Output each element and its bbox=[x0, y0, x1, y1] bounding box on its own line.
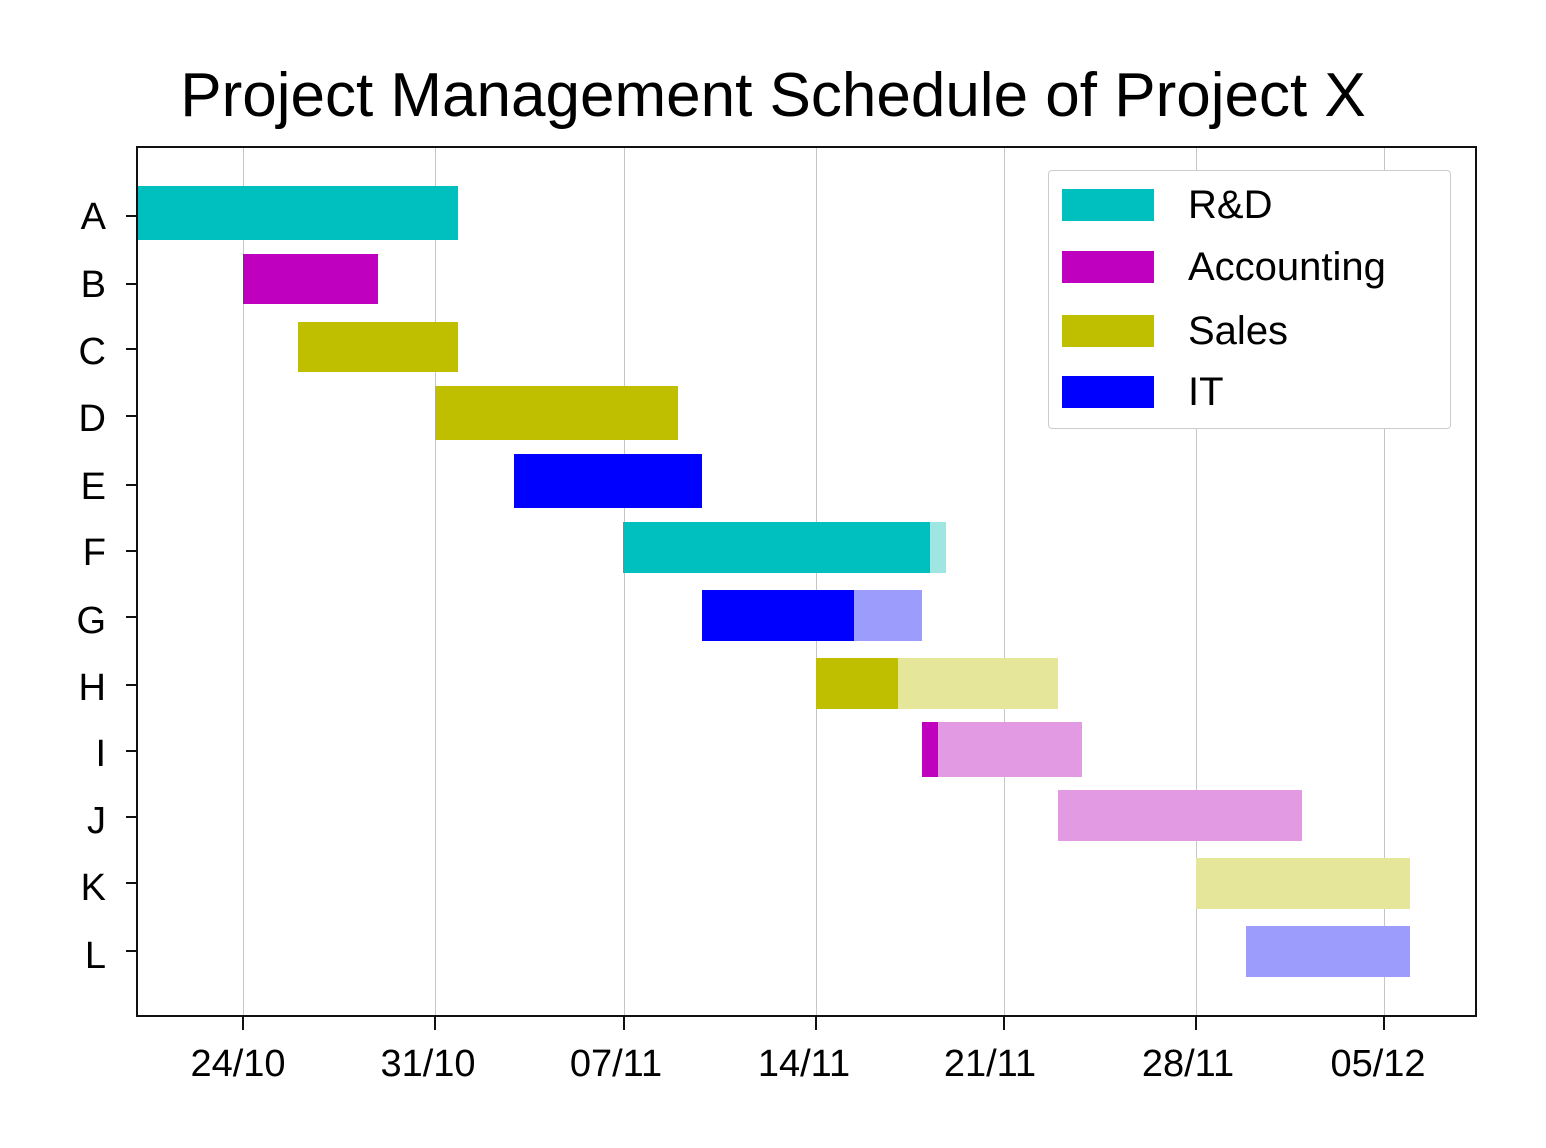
bar-task-g-completed bbox=[702, 590, 854, 641]
bar-task-i-completed bbox=[922, 722, 938, 777]
x-label: 24/10 bbox=[190, 1043, 286, 1085]
bar-task-f-completed bbox=[623, 522, 930, 573]
x-label: 31/10 bbox=[380, 1043, 476, 1085]
y-label-b: B bbox=[80, 264, 106, 306]
y-label-d: D bbox=[78, 398, 106, 440]
x-label: 05/12 bbox=[1330, 1043, 1426, 1085]
y-tick bbox=[126, 550, 136, 552]
gridline bbox=[243, 148, 244, 1015]
y-tick bbox=[126, 684, 136, 686]
legend-label: R&D bbox=[1188, 183, 1273, 227]
y-tick bbox=[126, 616, 136, 618]
y-tick bbox=[126, 283, 136, 285]
bar-task-d bbox=[435, 386, 678, 440]
x-tick bbox=[623, 1016, 625, 1030]
gridline bbox=[1004, 148, 1005, 1015]
legend-label: Sales bbox=[1188, 309, 1289, 353]
bar-task-e bbox=[514, 454, 702, 508]
bar-task-a bbox=[138, 186, 458, 240]
y-tick bbox=[126, 215, 136, 217]
x-label: 14/11 bbox=[757, 1043, 851, 1085]
bar-task-c bbox=[298, 322, 458, 372]
legend-label: Accounting bbox=[1188, 245, 1386, 289]
x-label: 21/11 bbox=[943, 1043, 1037, 1085]
legend: R&D Accounting Sales IT bbox=[1048, 170, 1451, 429]
legend-item-accounting: Accounting bbox=[1062, 245, 1386, 289]
y-label-e: E bbox=[80, 466, 106, 508]
bar-task-k bbox=[1196, 858, 1410, 909]
legend-item-sales: Sales bbox=[1062, 309, 1288, 353]
gridline bbox=[1196, 148, 1197, 1015]
x-tick bbox=[242, 1016, 244, 1030]
y-label-a: A bbox=[80, 196, 106, 238]
chart-title: Project Management Schedule of Project X bbox=[180, 61, 1366, 130]
gridline bbox=[435, 148, 436, 1015]
bar-task-i-remaining bbox=[922, 722, 1082, 777]
x-tick bbox=[1003, 1016, 1005, 1030]
legend-label: IT bbox=[1188, 370, 1224, 414]
legend-swatch bbox=[1062, 189, 1154, 221]
y-label-g: G bbox=[76, 600, 106, 642]
y-label-l: L bbox=[84, 935, 106, 977]
x-tick bbox=[1195, 1016, 1197, 1030]
legend-swatch bbox=[1062, 251, 1154, 283]
y-tick bbox=[126, 415, 136, 417]
legend-swatch bbox=[1062, 315, 1154, 347]
y-tick bbox=[126, 882, 136, 884]
legend-swatch bbox=[1062, 376, 1154, 408]
y-label-j: J bbox=[87, 800, 106, 842]
bar-task-j bbox=[1058, 790, 1302, 841]
x-label: 07/11 bbox=[569, 1043, 663, 1085]
plot-area bbox=[126, 146, 1477, 1017]
y-tick bbox=[126, 950, 136, 952]
x-tick bbox=[434, 1016, 436, 1030]
gridline bbox=[624, 148, 625, 1015]
x-label: 28/11 bbox=[1141, 1043, 1235, 1085]
y-tick bbox=[126, 816, 136, 818]
y-label-i: I bbox=[95, 733, 106, 775]
bar-task-l bbox=[1246, 926, 1410, 977]
x-tick bbox=[815, 1016, 817, 1030]
bar-task-b bbox=[243, 254, 378, 304]
y-tick bbox=[126, 750, 136, 752]
legend-item-it: IT bbox=[1062, 370, 1224, 414]
gridline bbox=[1384, 148, 1385, 1015]
legend-item-rnd: R&D bbox=[1062, 183, 1272, 227]
y-label-f: F bbox=[82, 532, 106, 574]
y-label-k: K bbox=[80, 867, 106, 909]
bar-task-h-completed bbox=[816, 658, 898, 709]
y-label-h: H bbox=[78, 667, 106, 709]
y-tick bbox=[126, 348, 136, 350]
y-tick bbox=[126, 484, 136, 486]
gridline bbox=[816, 148, 817, 1015]
y-label-c: C bbox=[78, 331, 106, 373]
x-tick bbox=[1383, 1016, 1385, 1030]
